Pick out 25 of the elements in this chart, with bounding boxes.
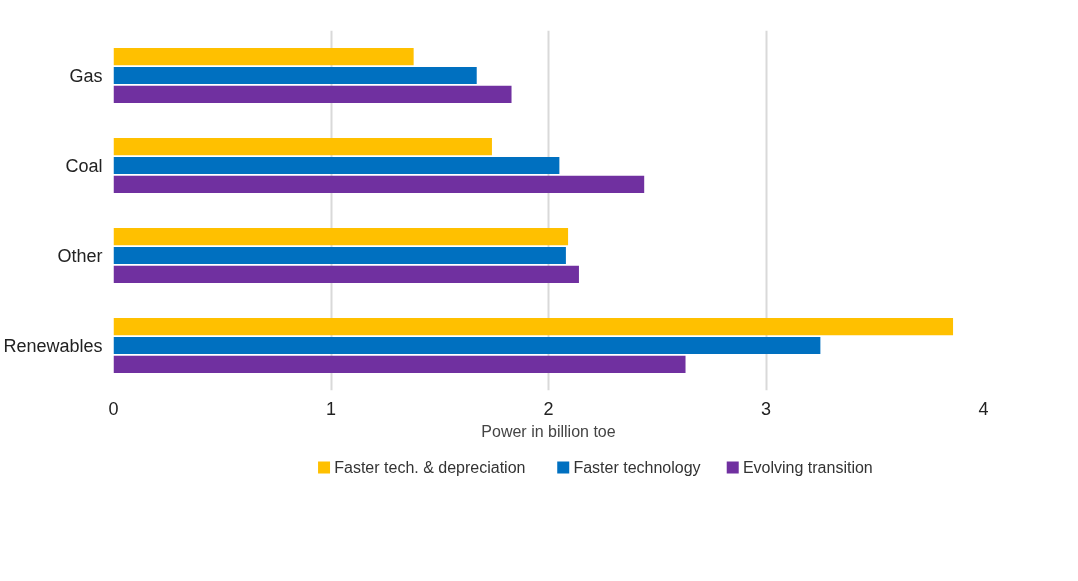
x-tick-label: 1 (325, 398, 337, 419)
bar (113, 48, 414, 66)
x-axis-title: Power in billion toe (481, 422, 616, 440)
y-tick-label: Other (57, 245, 103, 266)
bar (113, 66, 477, 85)
x-tick-label: 0 (108, 398, 119, 419)
x-tick-label: 2 (543, 398, 554, 419)
bar (113, 355, 686, 373)
y-tick-label: Renewables (3, 335, 103, 356)
bar (113, 336, 821, 355)
bar (113, 318, 954, 336)
legend-label: Evolving transition (742, 459, 873, 476)
x-tick-label: 3 (760, 398, 772, 419)
bar (113, 156, 560, 175)
y-tick-label: Gas (69, 65, 103, 86)
y-tick-label: Coal (65, 155, 103, 176)
x-tick-label: 4 (978, 398, 989, 419)
bar (113, 138, 492, 156)
bar (113, 85, 512, 103)
bar (113, 265, 579, 283)
legend-label: Faster tech. & depreciation (334, 459, 526, 476)
bar (113, 175, 645, 193)
bar (113, 228, 569, 246)
bar (113, 246, 566, 265)
legend-label: Faster technology (573, 459, 701, 476)
